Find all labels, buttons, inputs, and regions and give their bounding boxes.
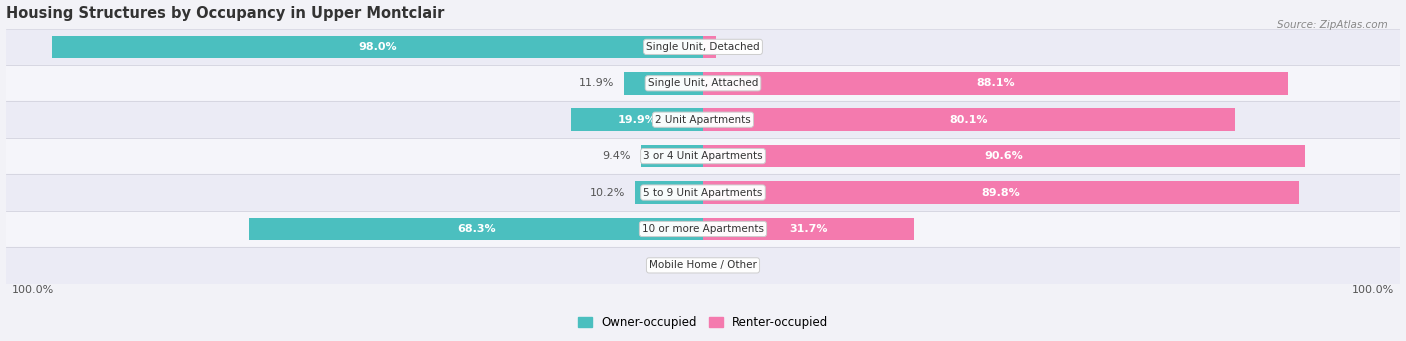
- Text: Mobile Home / Other: Mobile Home / Other: [650, 261, 756, 270]
- Text: 9.4%: 9.4%: [602, 151, 631, 161]
- Text: 5 to 9 Unit Apartments: 5 to 9 Unit Apartments: [644, 188, 762, 197]
- Text: 10 or more Apartments: 10 or more Apartments: [643, 224, 763, 234]
- Bar: [249, 218, 703, 240]
- Bar: [6, 138, 1400, 174]
- Text: 68.3%: 68.3%: [457, 224, 495, 234]
- Text: 2.0%: 2.0%: [727, 42, 755, 52]
- Bar: [703, 108, 1234, 131]
- Bar: [6, 29, 1400, 65]
- Text: 31.7%: 31.7%: [789, 224, 828, 234]
- Bar: [6, 102, 1400, 138]
- Bar: [703, 181, 1299, 204]
- Text: 100.0%: 100.0%: [1351, 285, 1393, 295]
- Text: 0.0%: 0.0%: [713, 261, 741, 270]
- Text: 10.2%: 10.2%: [591, 188, 626, 197]
- Text: 0.0%: 0.0%: [665, 261, 693, 270]
- Text: 3 or 4 Unit Apartments: 3 or 4 Unit Apartments: [643, 151, 763, 161]
- Bar: [6, 65, 1400, 102]
- Text: 11.9%: 11.9%: [579, 78, 614, 88]
- Text: Housing Structures by Occupancy in Upper Montclair: Housing Structures by Occupancy in Upper…: [6, 5, 444, 20]
- Text: 89.8%: 89.8%: [981, 188, 1021, 197]
- Bar: [624, 72, 703, 94]
- Bar: [6, 174, 1400, 211]
- Text: 80.1%: 80.1%: [950, 115, 988, 125]
- Text: 88.1%: 88.1%: [976, 78, 1015, 88]
- Bar: [641, 145, 703, 167]
- Text: Single Unit, Attached: Single Unit, Attached: [648, 78, 758, 88]
- Bar: [636, 181, 703, 204]
- Text: 90.6%: 90.6%: [984, 151, 1024, 161]
- Bar: [703, 218, 914, 240]
- Text: Source: ZipAtlas.com: Source: ZipAtlas.com: [1277, 20, 1388, 30]
- Text: Single Unit, Detached: Single Unit, Detached: [647, 42, 759, 52]
- Bar: [703, 145, 1305, 167]
- Bar: [703, 72, 1288, 94]
- Bar: [703, 35, 716, 58]
- Text: 2 Unit Apartments: 2 Unit Apartments: [655, 115, 751, 125]
- Bar: [571, 108, 703, 131]
- Text: 98.0%: 98.0%: [359, 42, 396, 52]
- Bar: [52, 35, 703, 58]
- Bar: [6, 211, 1400, 247]
- Text: 19.9%: 19.9%: [617, 115, 657, 125]
- Legend: Owner-occupied, Renter-occupied: Owner-occupied, Renter-occupied: [572, 311, 834, 334]
- Text: 100.0%: 100.0%: [13, 285, 55, 295]
- Bar: [6, 247, 1400, 284]
